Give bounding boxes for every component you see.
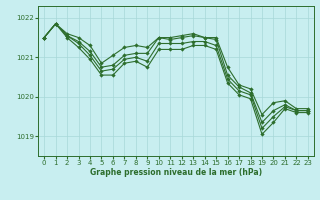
- X-axis label: Graphe pression niveau de la mer (hPa): Graphe pression niveau de la mer (hPa): [90, 168, 262, 177]
